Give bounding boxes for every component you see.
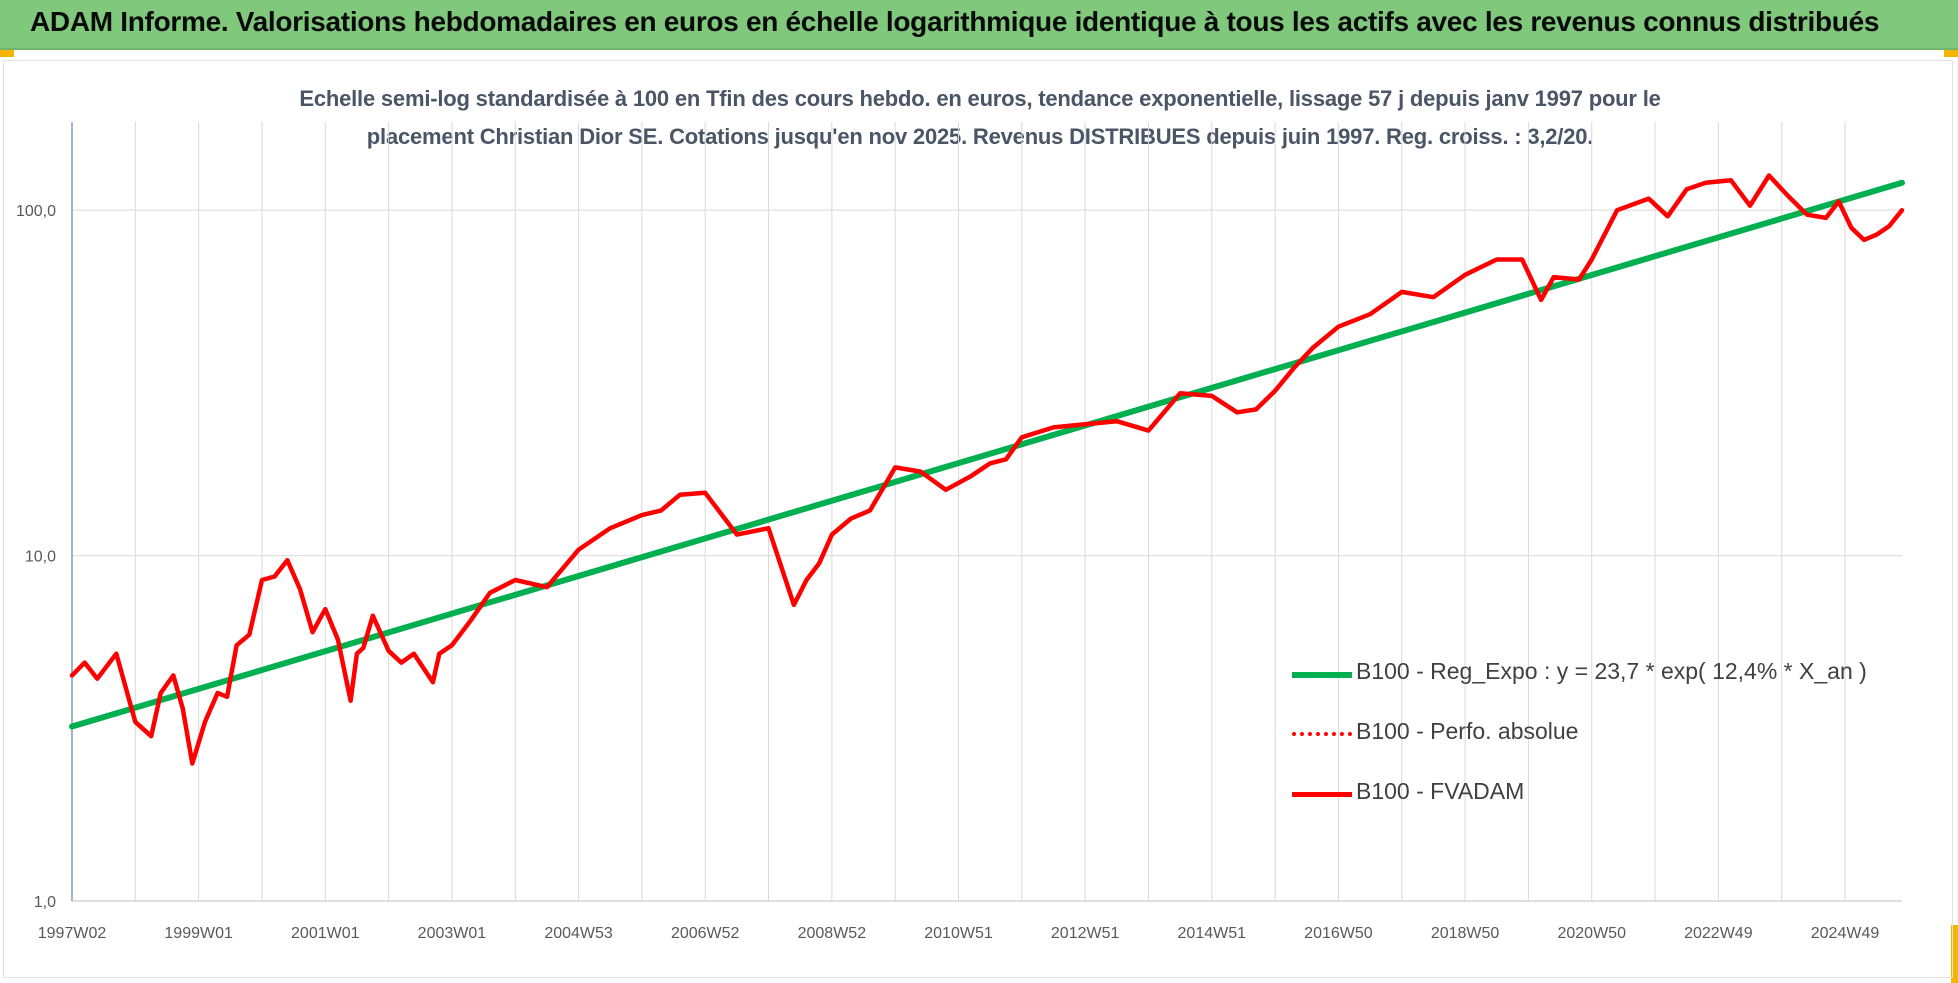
corner-marker <box>1951 925 1958 983</box>
x-tick-label: 2022W49 <box>1684 925 1753 942</box>
report-title: ADAM Informe. Valorisations hebdomadaire… <box>30 6 1880 37</box>
x-tick-label: 1999W01 <box>164 925 233 942</box>
x-tick-label: 2004W53 <box>544 925 613 942</box>
series-line-reg-expo <box>69 179 1905 730</box>
x-tick-label: 2024W49 <box>1811 925 1880 942</box>
corner-marker <box>1944 50 1958 57</box>
x-tick-label: 2016W50 <box>1304 925 1373 942</box>
axes: 1997W02 1999W01 2001W01 2003W01 2004W53 2006W… <box>16 122 1902 942</box>
x-tick-label: 2018W50 <box>1431 925 1500 942</box>
x-tick-label: 1997W02 <box>38 925 107 942</box>
series <box>69 173 1905 766</box>
y-tick-label: 100,0 <box>16 203 56 220</box>
legend-swatch-green-line <box>1292 672 1352 678</box>
legend-label: B100 - Perfo. absolue <box>1356 718 1579 744</box>
x-tick-label: 2008W52 <box>798 925 867 942</box>
legend-swatch-red-line <box>1292 792 1352 797</box>
legend-swatch-dotted-line <box>1292 732 1352 736</box>
corner-marker <box>0 50 14 57</box>
x-tick-label: 2012W51 <box>1051 925 1120 942</box>
y-tick-label: 10,0 <box>25 549 56 566</box>
header-banner: ADAM Informe. Valorisations hebdomadaire… <box>0 0 1958 50</box>
grid <box>71 122 1902 902</box>
y-tick-label: 1,0 <box>34 894 56 911</box>
x-tick-label: 2001W01 <box>291 925 360 942</box>
series-line-fvadam <box>69 173 1905 766</box>
legend-label: B100 - Reg_Expo : y = 23,7 * exp( 12,4% … <box>1356 658 1867 684</box>
x-tick-label: 2020W50 <box>1557 925 1626 942</box>
x-tick-label: 2014W51 <box>1178 925 1247 942</box>
x-tick-label: 2010W51 <box>924 925 993 942</box>
x-tick-label: 2006W52 <box>671 925 740 942</box>
chart-title-line-1: Echelle semi-log standardisée à 100 en T… <box>299 86 1661 111</box>
chart-title-line-2: placement Christian Dior SE. Cotations j… <box>366 124 1594 149</box>
chart-frame <box>3 60 1953 978</box>
legend-label: B100 - FVADAM <box>1356 778 1525 804</box>
x-tick-label: 2003W01 <box>418 925 487 942</box>
